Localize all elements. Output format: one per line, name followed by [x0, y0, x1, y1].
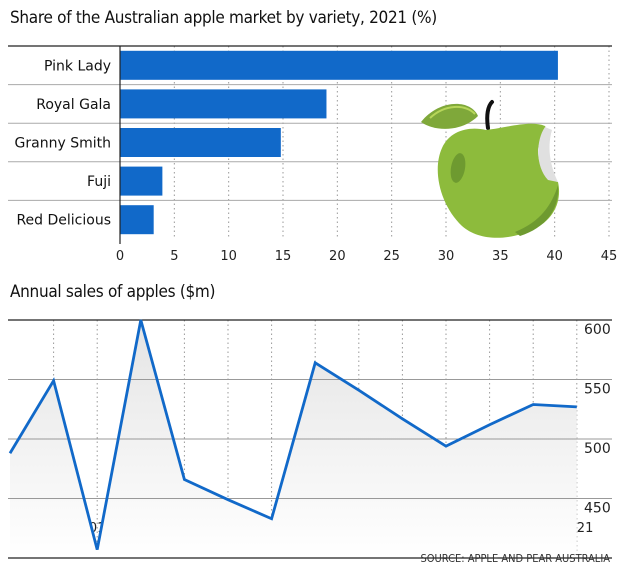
- category-label: Pink Lady: [44, 58, 111, 74]
- bar: [120, 205, 154, 235]
- y-tick-label: 500: [584, 441, 611, 457]
- x-tick-label: 40: [546, 249, 563, 264]
- category-label: Red Delicious: [16, 213, 111, 229]
- apple-stem: [485, 100, 494, 130]
- apple-body: [437, 123, 560, 238]
- apple-shadow: [515, 185, 559, 236]
- x-tick-label: 45: [601, 249, 618, 264]
- source-note: SOURCE: APPLE AND PEAR AUSTRALIA: [420, 552, 610, 565]
- x-tick-label: 0: [116, 249, 124, 264]
- bar-chart-title: Share of the Australian apple market by …: [10, 8, 437, 28]
- sales-line: [8, 319, 577, 551]
- apple-leaf: [421, 103, 478, 129]
- category-label: Royal Gala: [36, 97, 111, 113]
- apple-illustration: [421, 100, 560, 238]
- x-tick-label: 20: [329, 249, 346, 264]
- x-tick-label: 35: [492, 249, 509, 264]
- x-tick-label: 5: [170, 249, 178, 264]
- line-chart-title: Annual sales of apples ($m): [10, 282, 216, 302]
- y-tick-label: 600: [584, 322, 611, 338]
- x-tick-label: 10: [220, 249, 237, 264]
- bar: [120, 50, 558, 80]
- x-tick-label: 15: [275, 249, 292, 264]
- x-tick-label: 30: [438, 249, 455, 264]
- x-tick-label: 25: [383, 249, 400, 264]
- bar: [120, 89, 327, 119]
- y-tick-label: 550: [584, 382, 611, 398]
- apple-bite: [538, 127, 558, 182]
- category-label: Fuji: [87, 174, 111, 190]
- leaf-highlight: [429, 106, 476, 119]
- category-label: Granny Smith: [15, 136, 111, 152]
- bar: [120, 166, 163, 196]
- apple-shade: [450, 153, 466, 183]
- y-tick-label: 450: [584, 501, 611, 517]
- bar: [120, 128, 281, 157]
